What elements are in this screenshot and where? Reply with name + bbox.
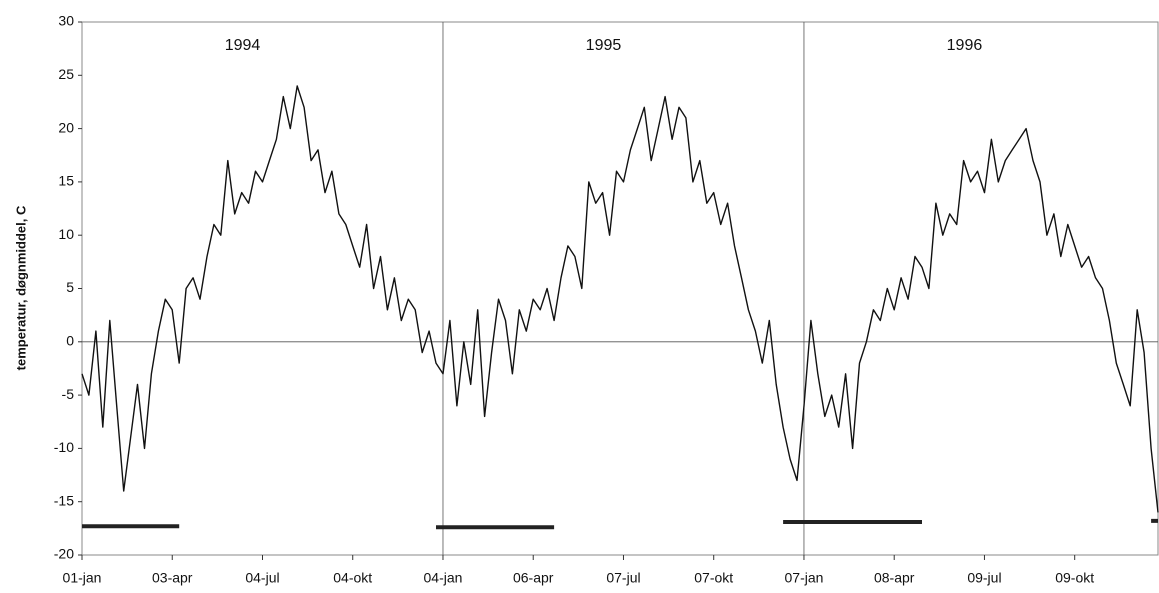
y-tick-label: 0 <box>66 333 74 349</box>
year-label: 1996 <box>947 37 983 54</box>
y-tick-label: 25 <box>58 66 74 82</box>
y-axis-label: temperatur, døgnmiddel, C <box>13 205 28 370</box>
x-tick-label: 09-okt <box>1055 570 1094 586</box>
y-tick-label: 30 <box>58 13 74 29</box>
y-tick-label: -5 <box>62 386 75 402</box>
x-tick-label: 07-jul <box>606 570 640 586</box>
x-tick-label: 07-okt <box>694 570 733 586</box>
x-tick-label: 04-jul <box>245 570 279 586</box>
y-tick-label: -20 <box>54 546 74 562</box>
year-label: 1995 <box>586 37 622 54</box>
y-tick-label: 20 <box>58 119 74 135</box>
y-tick-label: 5 <box>66 279 74 295</box>
year-label: 1994 <box>225 37 261 54</box>
x-tick-label: 04-okt <box>333 570 372 586</box>
y-tick-label: 10 <box>58 226 74 242</box>
x-tick-label: 08-apr <box>874 570 915 586</box>
series-line <box>81 85 1159 513</box>
x-tick-label: 03-apr <box>152 570 193 586</box>
x-tick-label: 04-jan <box>424 570 463 586</box>
plot-area <box>81 21 1159 556</box>
series-line <box>82 518 1158 530</box>
x-tick-label: 07-jan <box>785 570 824 586</box>
y-tick-label: -15 <box>54 492 74 508</box>
y-tick-label: -10 <box>54 439 74 455</box>
y-tick-label: 15 <box>58 173 74 189</box>
x-tick-label: 06-apr <box>513 570 554 586</box>
x-tick-label: 01-jan <box>63 570 102 586</box>
x-tick-label: 09-jul <box>967 570 1001 586</box>
